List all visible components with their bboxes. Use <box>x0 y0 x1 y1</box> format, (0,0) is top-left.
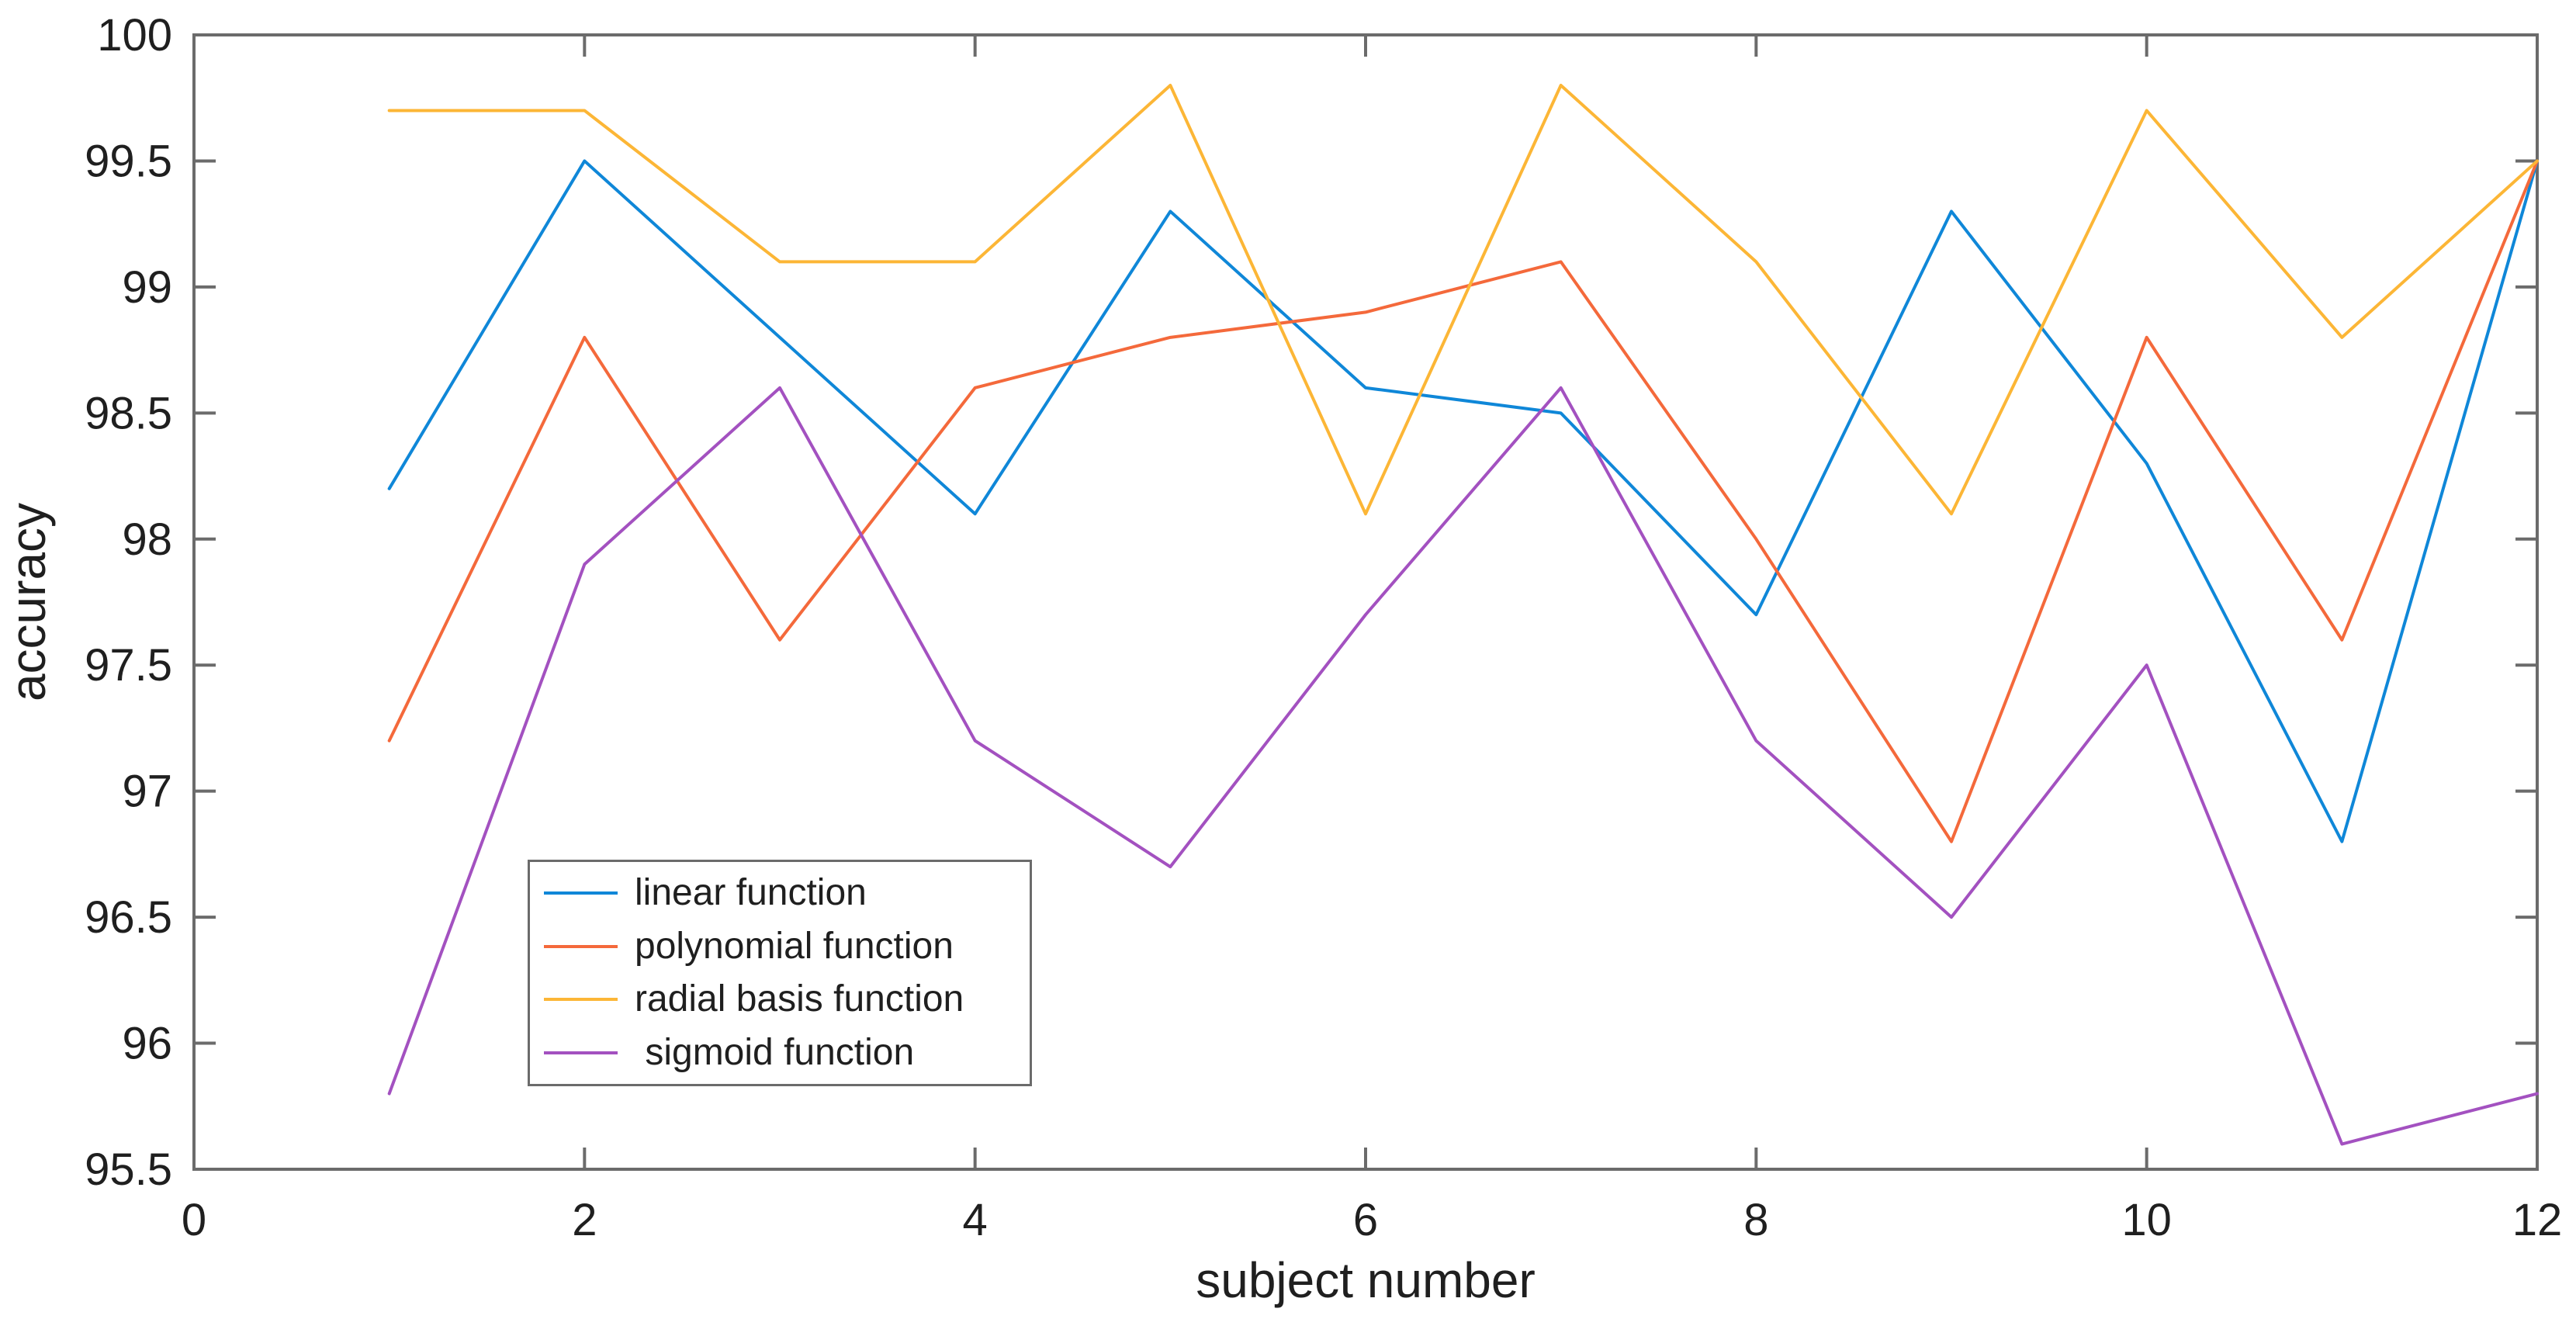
series-line-sigmoid-function <box>387 386 2539 1146</box>
legend-label: sigmoid function <box>635 1031 915 1073</box>
y-tick-label: 98 <box>122 514 172 565</box>
y-tick-label: 96.5 <box>85 892 172 943</box>
y-tick-label: 98.5 <box>85 388 172 438</box>
legend-label: linear function <box>635 872 867 914</box>
series-line-linear-function <box>387 159 2539 843</box>
x-axis-label: subject number <box>1196 1252 1536 1308</box>
legend-label: radial basis function <box>635 978 964 1020</box>
y-tick-label: 99 <box>122 262 172 313</box>
y-tick-label: 97.5 <box>85 640 172 691</box>
legend: linear function polynomial function radial… <box>528 860 1032 1086</box>
legend-line-sample <box>544 998 618 1002</box>
axes-layer: 0 2 4 6 8 10 12 95.5 96 96.5 97 97.5 98 98.5 99 99.5 100 <box>85 10 2562 1245</box>
series-line-polynomial-function <box>387 159 2539 843</box>
legend-label: polynomial function <box>635 925 954 967</box>
legend-item-radial-basis-function: radial basis function <box>544 974 1030 1025</box>
legend-line-sample <box>544 944 618 948</box>
y-tick-label: 99.5 <box>85 136 172 186</box>
x-tick-label: 4 <box>963 1195 988 1245</box>
x-tick-label: 12 <box>2512 1195 2563 1245</box>
legend-item-linear-function: linear function <box>544 867 1030 919</box>
x-tick-label: 8 <box>1743 1195 1768 1245</box>
x-tick-label: 2 <box>572 1195 597 1245</box>
legend-line-sample <box>544 1051 618 1054</box>
x-tick-label: 0 <box>182 1195 206 1245</box>
x-tick-label: 10 <box>2121 1195 2172 1245</box>
y-tick-label: 97 <box>122 767 172 817</box>
series-line-radial-basis-function <box>387 83 2539 516</box>
y-tick-label: 100 <box>97 10 172 61</box>
legend-item-polynomial-function: polynomial function <box>544 921 1030 972</box>
legend-line-sample <box>544 891 618 895</box>
x-tick-label: 6 <box>1353 1195 1378 1245</box>
series-layer <box>387 83 2539 1146</box>
y-axis-label: accuracy <box>0 503 56 701</box>
legend-item-sigmoid-function: sigmoid function <box>544 1027 1030 1078</box>
y-tick-label: 96 <box>122 1019 172 1069</box>
y-tick-label: 95.5 <box>85 1144 172 1195</box>
